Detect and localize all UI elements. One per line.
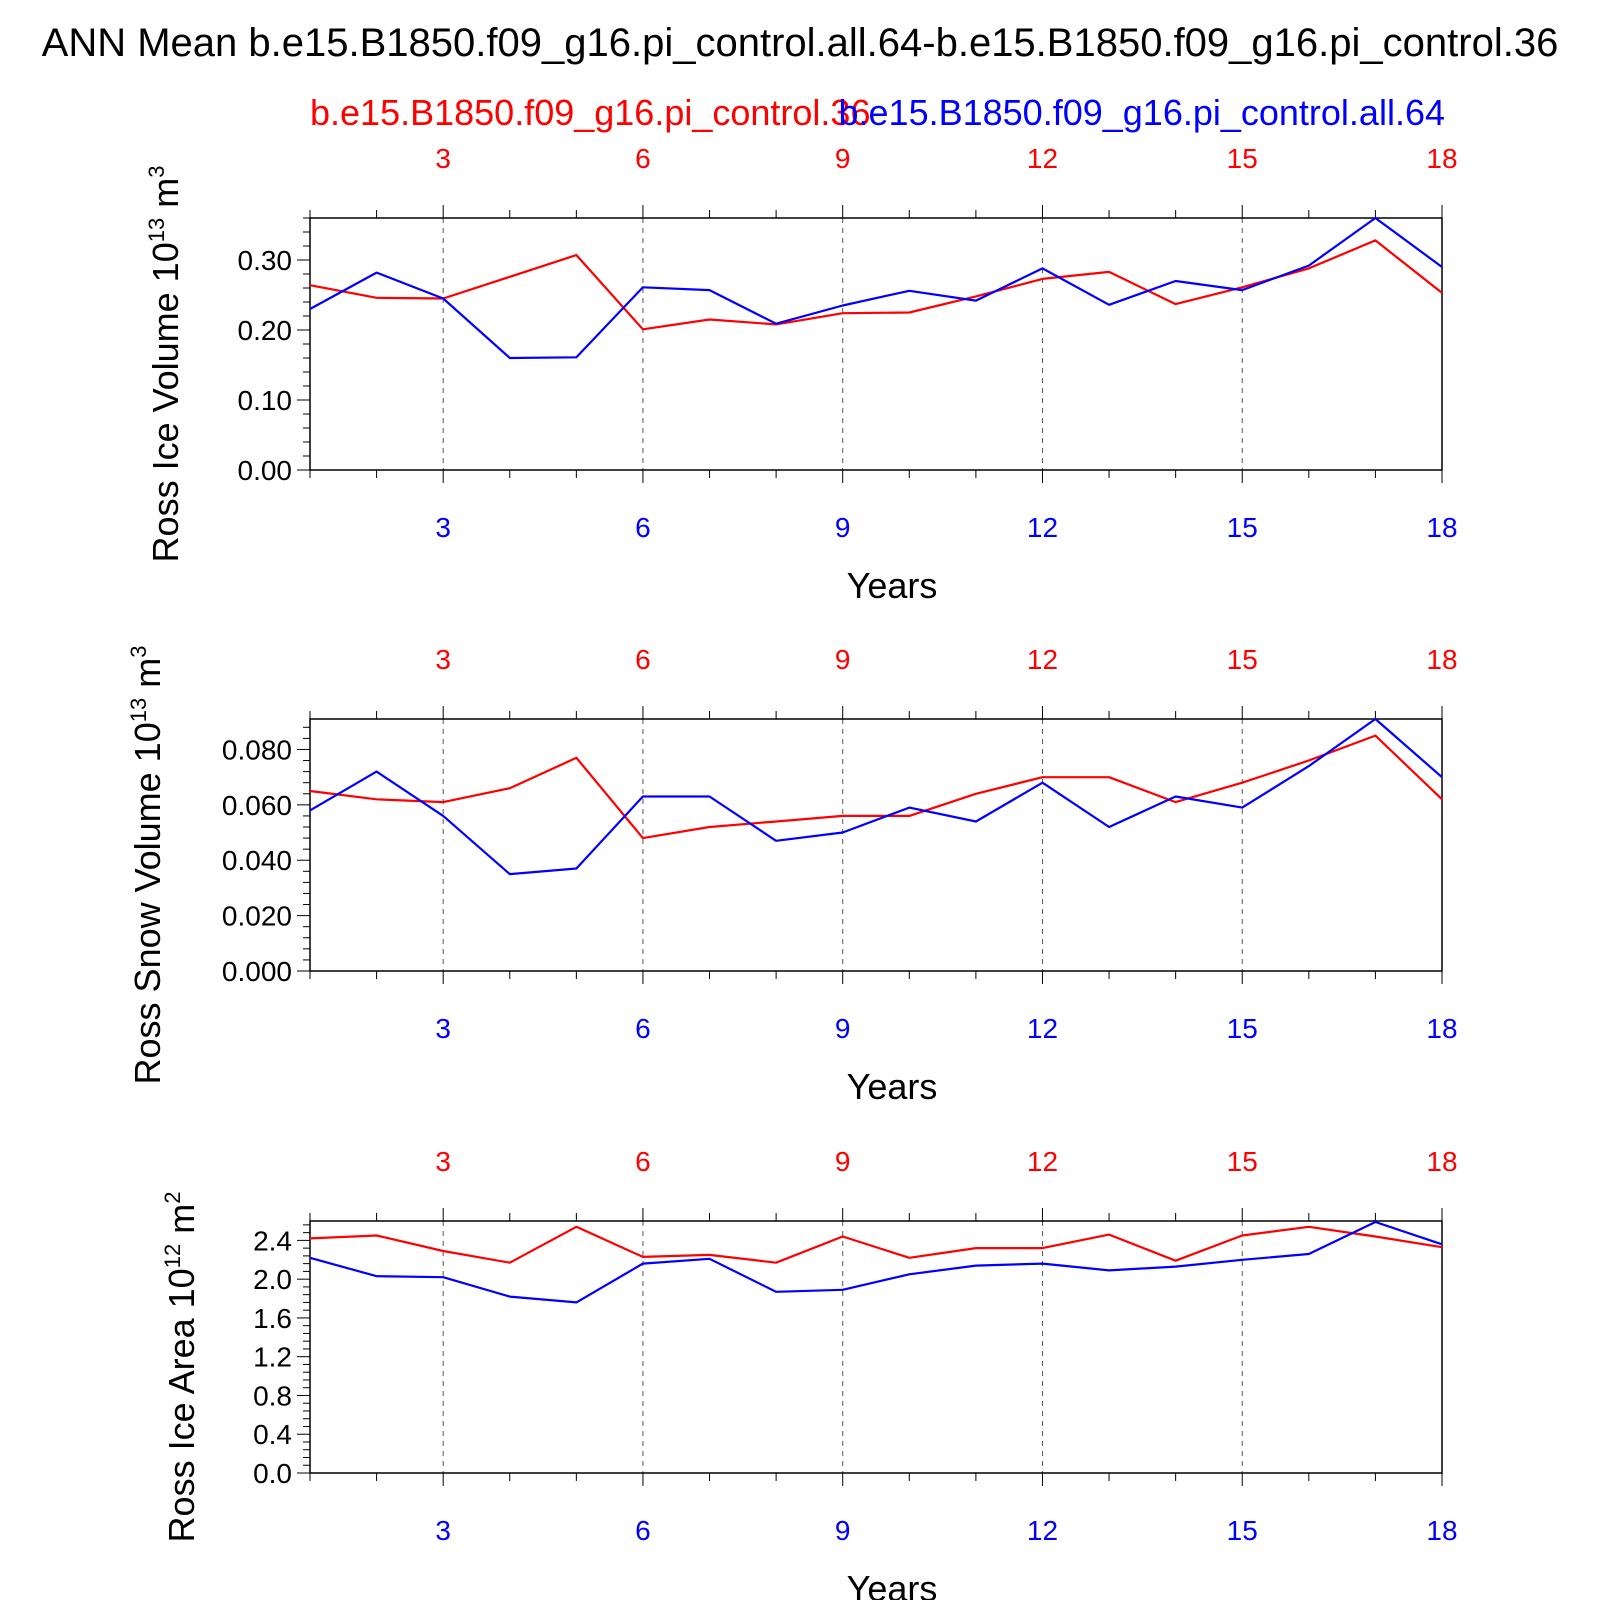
legend-blue-label: b.e15.B1850.f09_g16.pi_control.all.64 — [839, 92, 1445, 133]
x-tick-label-bottom: 3 — [435, 512, 451, 543]
y-tick-label: 0.00 — [238, 455, 293, 486]
x-tick-label-bottom: 3 — [435, 1515, 451, 1546]
y-axis-label-text: Ross Ice Volume 10 — [145, 242, 186, 562]
x-tick-label-bottom: 12 — [1027, 1013, 1058, 1044]
y-tick-label: 0.4 — [253, 1419, 292, 1450]
series-line-blue — [309, 216, 1443, 360]
y-axis-label-unit-text: m — [127, 658, 168, 688]
x-tick-label-bottom: 9 — [835, 512, 851, 543]
y-axis-label-unit-exponent: 3 — [126, 646, 151, 658]
x-tick-label-bottom: 15 — [1227, 512, 1258, 543]
y-axis-label-unit — [145, 208, 186, 218]
x-tick-label-bottom: 18 — [1426, 1013, 1457, 1044]
x-tick-label-top: 18 — [1426, 1146, 1457, 1177]
chart-panels: 3 3 6 6 9 9 12 12 15 15 18 18 0.00 0.10 0.20 0.30 Years R… — [126, 143, 1458, 1600]
y-tick-label: 0.000 — [222, 956, 292, 987]
x-axis-label: Years — [847, 1568, 938, 1600]
x-tick-label-bottom: 18 — [1426, 1515, 1457, 1546]
x-tick-label-top: 3 — [435, 1146, 451, 1177]
y-axis-label-unit-text: m — [161, 1204, 202, 1234]
y-axis-label-unit — [161, 1234, 202, 1244]
x-tick-label-top: 6 — [635, 1146, 651, 1177]
y-axis-label-unit-exponent: 2 — [160, 1192, 185, 1204]
main-title: ANN Mean b.e15.B1850.f09_g16.pi_control.… — [42, 21, 1559, 65]
plot-frame — [309, 217, 1443, 471]
x-tick-label-top: 18 — [1426, 644, 1457, 675]
y-axis-label: Ross Ice Area 1012 m2 — [160, 1192, 202, 1543]
x-tick-label-top: 9 — [835, 143, 851, 174]
chart-panel-3: 3 3 6 6 9 9 12 12 15 15 18 18 0.0 0.4 0.8 1.2 1.6 2.0 2.4 Y… — [160, 1146, 1458, 1600]
x-axis-label: Years — [847, 1066, 938, 1107]
y-tick-label: 2.4 — [253, 1225, 292, 1256]
y-tick-label: 0.020 — [222, 901, 292, 932]
x-tick-label-top: 18 — [1426, 143, 1457, 174]
x-tick-label-top: 3 — [435, 143, 451, 174]
x-tick-label-bottom: 12 — [1027, 512, 1058, 543]
x-tick-label-top: 15 — [1227, 644, 1258, 675]
series-line-blue — [309, 1220, 1443, 1304]
y-tick-label: 0.10 — [238, 385, 293, 416]
x-tick-label-top: 9 — [835, 644, 851, 675]
x-tick-label-bottom: 15 — [1227, 1013, 1258, 1044]
x-tick-label-top: 3 — [435, 644, 451, 675]
y-axis-label: Ross Ice Volume 1013 m3 — [144, 166, 186, 563]
y-axis-label-unit — [127, 688, 168, 698]
x-tick-label-top: 12 — [1027, 143, 1058, 174]
y-tick-label: 0.8 — [253, 1380, 292, 1411]
y-tick-label: 0.080 — [222, 734, 292, 765]
x-tick-label-top: 12 — [1027, 1146, 1058, 1177]
x-tick-label-top: 12 — [1027, 644, 1058, 675]
y-tick-label: 0.060 — [222, 790, 292, 821]
x-tick-label-bottom: 12 — [1027, 1515, 1058, 1546]
x-tick-label-bottom: 9 — [835, 1515, 851, 1546]
x-tick-label-bottom: 9 — [835, 1013, 851, 1044]
x-tick-label-top: 6 — [635, 644, 651, 675]
series-line-red — [309, 734, 1443, 840]
x-axis-label: Years — [847, 565, 938, 606]
x-tick-label-bottom: 18 — [1426, 512, 1457, 543]
x-tick-label-bottom: 6 — [635, 1013, 651, 1044]
y-tick-label: 1.6 — [253, 1303, 292, 1334]
x-tick-label-bottom: 6 — [635, 1515, 651, 1546]
legend-red-label: b.e15.B1850.f09_g16.pi_control.36 — [310, 92, 870, 133]
series-line-red — [309, 239, 1443, 331]
y-tick-label: 0.30 — [238, 245, 293, 276]
series-line-blue — [309, 717, 1443, 876]
y-axis-label-text: Ross Snow Volume 10 — [127, 722, 168, 1084]
x-tick-label-bottom: 3 — [435, 1013, 451, 1044]
y-axis-label-exponent: 12 — [160, 1244, 185, 1268]
plot-frame — [309, 718, 1443, 972]
chart-panel-1: 3 3 6 6 9 9 12 12 15 15 18 18 0.00 0.10 0.20 0.30 Years R… — [144, 143, 1458, 606]
series-line-red — [309, 1225, 1443, 1264]
y-axis-label: Ross Snow Volume 1013 m3 — [126, 646, 168, 1085]
x-tick-label-bottom: 15 — [1227, 1515, 1258, 1546]
y-tick-label: 0.0 — [253, 1458, 292, 1489]
x-tick-label-bottom: 6 — [635, 512, 651, 543]
chart-panel-2: 3 3 6 6 9 9 12 12 15 15 18 18 0.000 0.020 0.040 0.060 0.… — [126, 644, 1458, 1107]
y-tick-label: 0.20 — [238, 315, 293, 346]
y-tick-label: 2.0 — [253, 1264, 292, 1295]
y-axis-label-unit-exponent: 3 — [144, 166, 169, 178]
y-axis-label-unit-text: m — [145, 178, 186, 208]
x-tick-label-top: 15 — [1227, 1146, 1258, 1177]
plot-frame — [309, 1220, 1443, 1474]
y-tick-label: 0.040 — [222, 845, 292, 876]
y-tick-label: 1.2 — [253, 1342, 292, 1373]
y-axis-label-exponent: 13 — [144, 218, 169, 242]
y-axis-label-exponent: 13 — [126, 698, 151, 722]
x-tick-label-top: 15 — [1227, 143, 1258, 174]
y-axis-label-text: Ross Ice Area 10 — [161, 1268, 202, 1542]
x-tick-label-top: 9 — [835, 1146, 851, 1177]
x-tick-label-top: 6 — [635, 143, 651, 174]
